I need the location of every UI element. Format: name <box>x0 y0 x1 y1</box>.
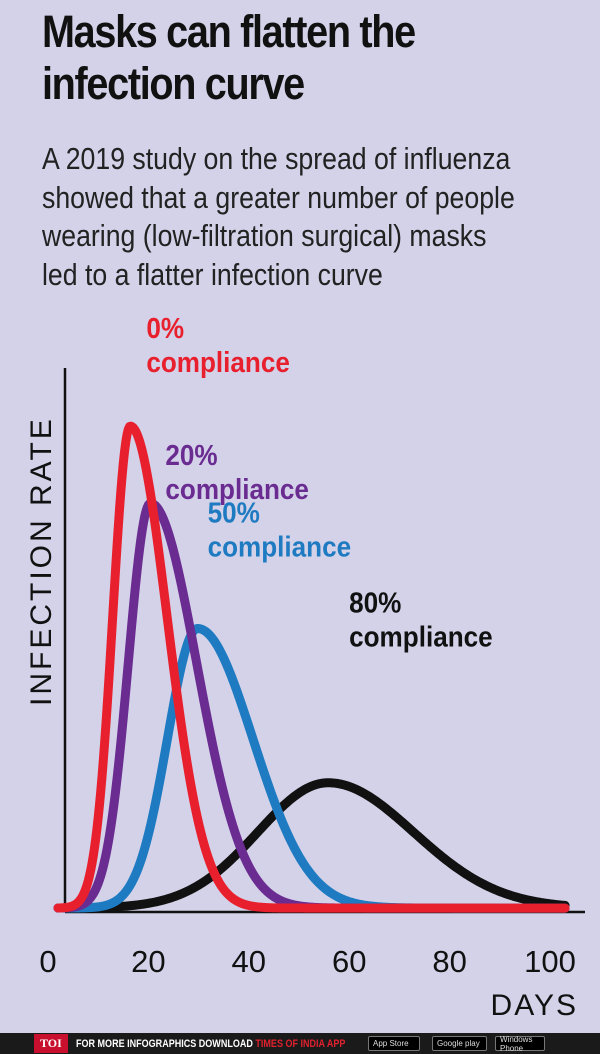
series-label-3-line-0: 80% <box>349 586 401 619</box>
x-axis-label: DAYS <box>491 989 578 1022</box>
windows-phone-badge[interactable]: Windows Phone <box>495 1035 545 1053</box>
series-line-2 <box>53 624 570 913</box>
series-label-2-line-1: compliance <box>208 530 352 563</box>
series-line-3 <box>53 778 570 913</box>
series-label-2-line-0: 50% <box>208 496 260 529</box>
x-tick-label-1: 20 <box>131 944 165 979</box>
x-tick-label-5: 100 <box>524 944 576 979</box>
series-line-1 <box>53 498 570 913</box>
google-play-badge[interactable]: Google play <box>432 1036 487 1051</box>
toi-logo: TOI <box>34 1034 68 1053</box>
page-title: Masks can flatten the infection curve <box>42 6 416 109</box>
chart: INFECTION RATE DAYS 0 20 40 60 80 100 0%compl… <box>25 312 585 1022</box>
footer-bar: TOI FOR MORE INFOGRAPHICS DOWNLOAD TIMES… <box>0 1033 600 1054</box>
x-tick-label-2: 40 <box>232 944 266 979</box>
footer-cta: FOR MORE INFOGRAPHICS DOWNLOAD <box>75 1037 253 1050</box>
x-tick-label-4: 80 <box>432 944 466 979</box>
footer-text: FOR MORE INFOGRAPHICS DOWNLOAD TIMES OF … <box>76 1038 345 1050</box>
series-label-3-line-1: compliance <box>349 620 493 653</box>
series-label-0-line-0: 0% <box>146 312 184 345</box>
app-store-badge[interactable]: App Store <box>368 1036 420 1051</box>
series-label-0-line-1: compliance <box>146 346 290 379</box>
page-subtitle: A 2019 study on the spread of influenza … <box>42 141 515 292</box>
x-tick-labels: 0 20 40 60 80 100 <box>39 944 575 979</box>
series-label-1-line-1: compliance <box>165 473 309 506</box>
series-label-1-line-0: 20% <box>165 439 217 472</box>
series-curves <box>53 421 570 913</box>
y-axis-label: INFECTION RATE <box>25 416 58 706</box>
series-line-0 <box>53 421 570 913</box>
x-tick-label-3: 60 <box>332 944 366 979</box>
x-tick-label-0: 0 <box>39 944 56 979</box>
series-labels: 0%compliance20%compliance50%compliance80… <box>146 312 492 653</box>
footer-brand: TIMES OF INDIA APP <box>255 1037 346 1050</box>
